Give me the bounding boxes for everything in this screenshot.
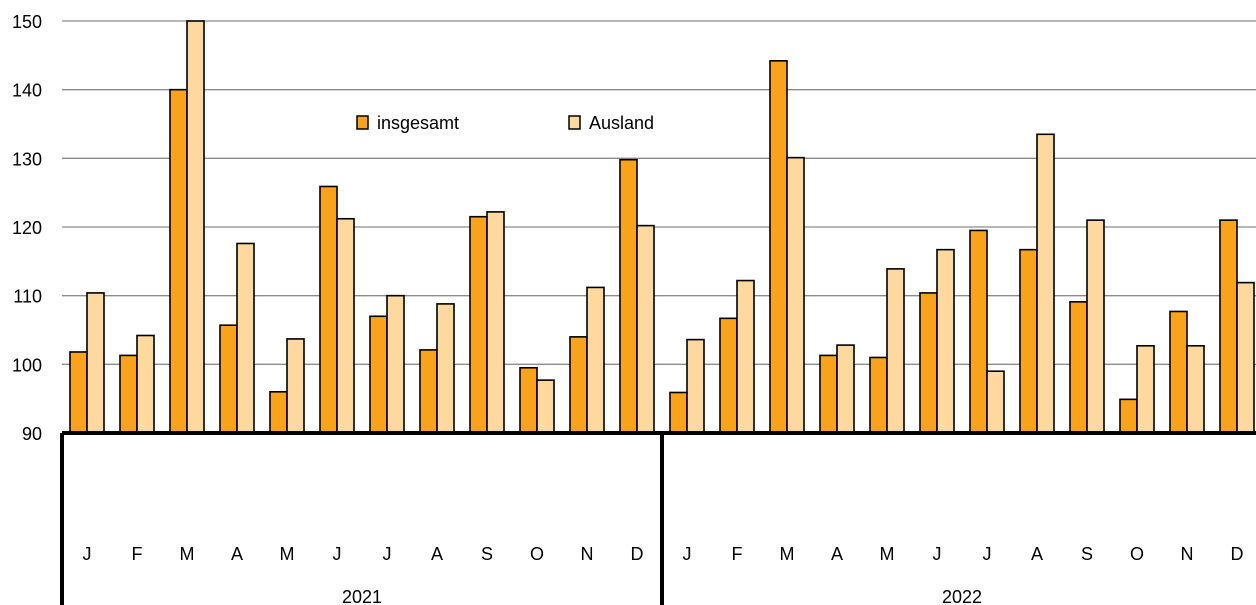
bar-insgesamt: [969, 229, 988, 434]
bar-insgesamt: [1169, 310, 1188, 434]
legend: insgesamt Ausland: [356, 113, 654, 133]
x-tick-label: J: [333, 544, 342, 564]
bar-insgesamt: [319, 185, 338, 434]
bar-insgesamt: [69, 351, 88, 434]
y-tick-label: 110: [13, 287, 42, 307]
bar-ausland: [636, 224, 655, 434]
gridlines: [62, 20, 1256, 365]
y-tick-label: 120: [12, 218, 42, 238]
bar-insgesamt: [569, 336, 588, 434]
bar-ausland: [386, 294, 405, 434]
x-group-label: 2021: [342, 587, 382, 605]
bar-insgesamt: [269, 390, 288, 434]
x-tick-label: N: [1181, 544, 1194, 564]
bar-insgesamt: [869, 356, 888, 434]
x-tick-label: S: [481, 544, 493, 564]
bar-insgesamt: [1219, 219, 1238, 434]
x-tick-label: O: [1130, 544, 1144, 564]
x-tick-label: F: [132, 544, 143, 564]
x-group-label: 2022: [942, 587, 982, 605]
y-tick-label: 150: [12, 12, 42, 32]
legend-swatch-insgesamt: [356, 115, 369, 130]
bar-ausland: [1036, 133, 1055, 434]
x-tick-label: D: [631, 544, 644, 564]
x-tick-label: J: [83, 544, 92, 564]
bar-ausland: [986, 370, 1005, 434]
bar-ausland: [1086, 219, 1105, 434]
x-tick-label: J: [683, 544, 692, 564]
bar-ausland: [136, 334, 155, 434]
bar-insgesamt: [469, 215, 488, 434]
bar-ausland: [236, 242, 255, 434]
x-tick-label: J: [983, 544, 992, 564]
legend-label-insgesamt: insgesamt: [377, 113, 459, 133]
x-tick-label: M: [280, 544, 295, 564]
bar-ausland: [336, 217, 355, 434]
bar-ausland: [286, 338, 305, 434]
x-tick-label: S: [1081, 544, 1093, 564]
bar-ausland: [86, 292, 105, 434]
x-tick-label: F: [732, 544, 743, 564]
x-tick-label: M: [880, 544, 895, 564]
bar-ausland: [836, 344, 855, 434]
y-tick-label: 140: [12, 81, 42, 101]
bar-insgesamt: [219, 324, 238, 434]
bar-ausland: [186, 20, 205, 434]
bar-insgesamt: [819, 354, 838, 434]
y-tick-label: 90: [22, 424, 42, 444]
bar-insgesamt: [669, 391, 688, 434]
y-tick-label: 100: [12, 355, 42, 375]
bar-insgesamt: [919, 292, 938, 434]
bar-insgesamt: [1019, 248, 1038, 434]
x-tick-label: A: [231, 544, 243, 564]
bar-insgesamt: [119, 354, 138, 434]
bar-insgesamt: [769, 60, 788, 434]
x-tick-label: M: [180, 544, 195, 564]
bar-insgesamt: [719, 317, 738, 434]
y-tick-label: 130: [12, 149, 42, 169]
y-axis-tick-labels: 90 100 110 120 130 140 150: [12, 12, 42, 444]
bar-ausland: [886, 268, 905, 434]
bar-ausland: [736, 279, 755, 434]
x-tick-label: J: [933, 544, 942, 564]
x-tick-label: A: [431, 544, 443, 564]
bar-ausland: [536, 379, 555, 434]
bar-insgesamt: [619, 158, 638, 434]
bar-ausland: [686, 338, 705, 434]
x-tick-label: A: [1031, 544, 1043, 564]
bar-ausland: [1236, 281, 1255, 434]
x-axis: J F M A M J J A S O N D 2021 J F M A M J J A S O N D 2022: [60, 431, 1256, 605]
x-tick-label: M: [780, 544, 795, 564]
bar-ausland: [1136, 344, 1155, 434]
bar-ausland: [936, 248, 955, 434]
bar-insgesamt: [519, 366, 538, 434]
bar-ausland: [786, 156, 805, 434]
bar-ausland: [1186, 344, 1205, 434]
bar-insgesamt: [419, 349, 438, 434]
bar-insgesamt: [369, 315, 388, 434]
legend-swatch-ausland: [568, 115, 581, 130]
x-tick-label: O: [530, 544, 544, 564]
bar-ausland: [586, 286, 605, 434]
x-tick-label: D: [1231, 544, 1244, 564]
bar-ausland: [436, 303, 455, 434]
bar-ausland: [486, 211, 505, 434]
x-tick-label: J: [383, 544, 392, 564]
x-tick-label: N: [581, 544, 594, 564]
x-tick-label: A: [831, 544, 843, 564]
bar-insgesamt: [1069, 301, 1088, 434]
bar-insgesamt: [1119, 398, 1138, 434]
legend-label-ausland: Ausland: [589, 113, 654, 133]
bar-insgesamt: [169, 88, 188, 434]
